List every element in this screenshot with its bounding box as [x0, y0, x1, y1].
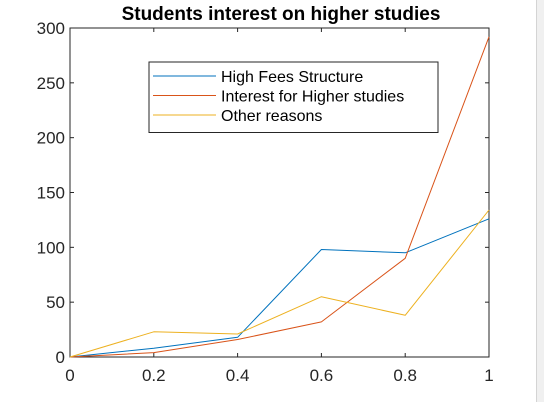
- x-tick-label: 0.8: [393, 366, 417, 385]
- legend: High Fees Structure Interest for Higher s…: [148, 61, 439, 133]
- y-tick-label: 100: [37, 238, 65, 257]
- series-line: [69, 218, 490, 358]
- y-tick-label: 250: [37, 74, 65, 93]
- x-tick-label: 0: [65, 366, 74, 385]
- tick-labels: 0 0.2 0.4 0.6 0.8 1 0 50 100 150 200 250 300: [37, 19, 494, 385]
- legend-box: [148, 61, 439, 133]
- legend-label: Interest for Higher studies: [221, 89, 404, 106]
- legend-label: Other reasons: [221, 108, 322, 125]
- x-tick-label: 0.4: [226, 366, 250, 385]
- x-tick-label: 1: [484, 366, 493, 385]
- y-tick-label: 200: [37, 129, 65, 148]
- series-line: [69, 209, 490, 358]
- series-lines: [69, 36, 490, 358]
- y-tick-label: 150: [37, 184, 65, 203]
- series-line: [69, 36, 490, 358]
- chart-title: Students interest on higher studies: [122, 4, 441, 25]
- legend-label: High Fees Structure: [221, 69, 363, 86]
- y-tick-label: 0: [56, 348, 65, 367]
- x-tick-label: 0.6: [310, 366, 334, 385]
- x-tick-label: 0.2: [142, 366, 166, 385]
- y-tick-label: 50: [46, 293, 65, 312]
- window-edge: [536, 0, 544, 402]
- y-tick-label: 300: [37, 19, 65, 38]
